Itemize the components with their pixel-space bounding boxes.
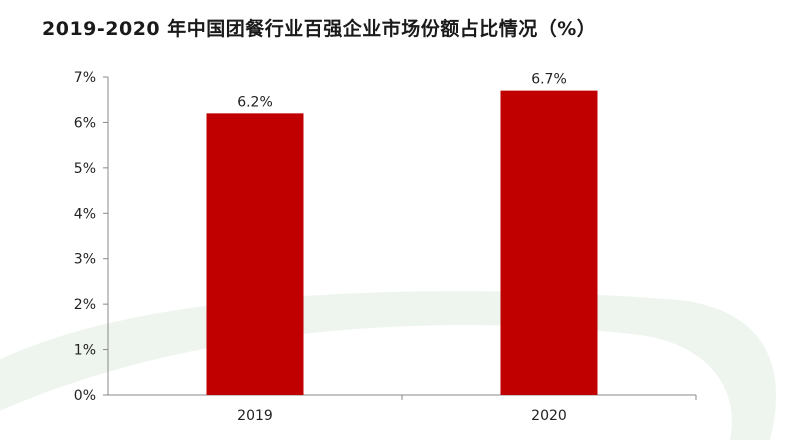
bars	[206, 90, 598, 395]
background-swoosh-shape	[0, 291, 776, 440]
background-swoosh	[0, 291, 776, 440]
x-tick-label: 2019	[237, 408, 273, 424]
data-label: 6.7%	[531, 72, 567, 88]
y-tick-label: 5%	[74, 161, 96, 177]
bar-2020	[500, 90, 598, 395]
bar-2019	[206, 113, 304, 395]
axes: 0% 1% 2% 3% 4% 5% 6% 7% 2019 2020	[74, 70, 697, 424]
y-tick-label: 3%	[74, 252, 96, 268]
y-tick-label: 6%	[74, 115, 96, 131]
data-labels: 6.2% 6.7%	[237, 72, 567, 111]
y-tick-label: 4%	[74, 206, 96, 222]
data-label: 6.2%	[237, 94, 273, 110]
x-tick-label: 2020	[531, 408, 567, 424]
chart-title: 2019-2020 年中国团餐行业百强企业市场份额占比情况（%）	[42, 18, 597, 40]
y-tick-label: 0%	[74, 388, 96, 404]
y-tick-label: 2%	[74, 297, 96, 313]
y-tick-label: 1%	[74, 343, 96, 359]
y-tick-label: 7%	[74, 70, 96, 86]
